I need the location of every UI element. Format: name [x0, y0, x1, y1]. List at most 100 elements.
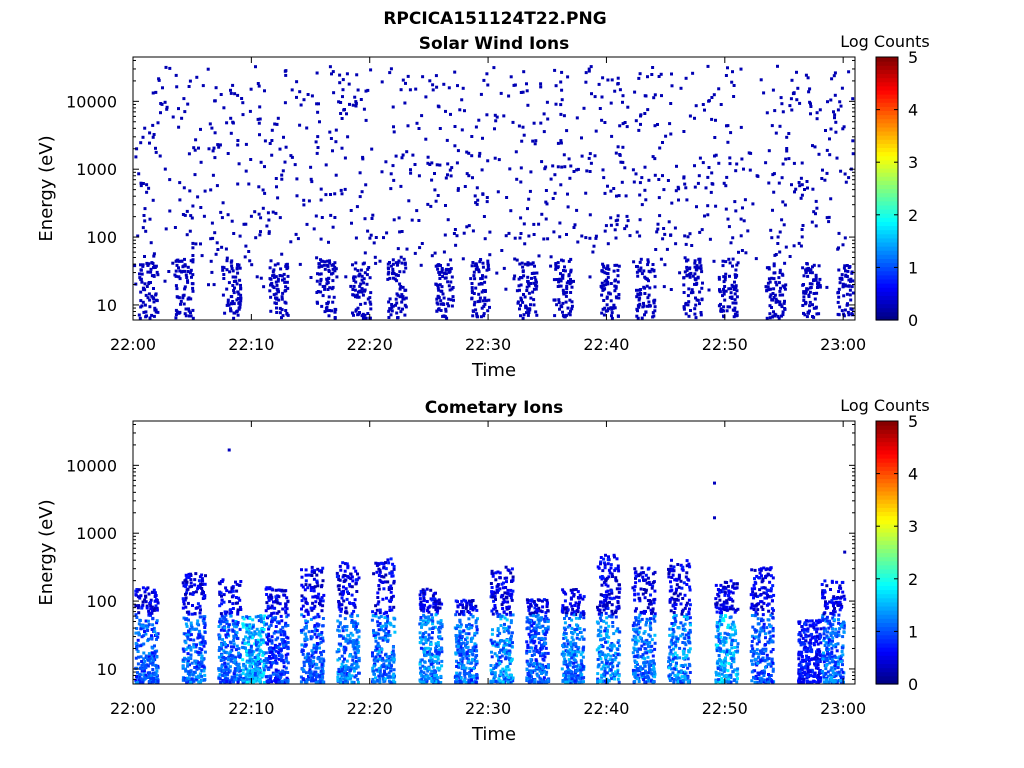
burst-cell: [281, 314, 285, 318]
heatmap-cell: [519, 232, 523, 235]
heatmap-cell: [728, 156, 732, 160]
heatmap-cell: [726, 140, 730, 144]
burst-cell: [141, 300, 145, 304]
burst-cell: [187, 307, 190, 311]
heatmap-cell: [295, 194, 299, 198]
burst-cell: [362, 261, 366, 265]
burst-cell: [374, 614, 378, 618]
heatmap-cell: [639, 114, 642, 118]
burst-cell: [331, 263, 335, 267]
heatmap-cell: [281, 169, 285, 173]
heatmap-cell: [785, 149, 789, 153]
heatmap-cell: [509, 209, 513, 213]
heatmap-cell: [847, 176, 851, 180]
burst-cell: [340, 672, 344, 676]
heatmap-cell: [606, 78, 610, 82]
burst-cell: [699, 267, 703, 271]
heatmap-cell: [563, 165, 567, 169]
burst-cell: [267, 627, 271, 631]
burst-cell: [146, 629, 150, 632]
burst-cell: [203, 650, 207, 654]
burst-cell: [422, 597, 426, 600]
burst-cell: [200, 587, 204, 590]
burst-cell: [812, 263, 816, 267]
burst-cell: [339, 680, 343, 684]
heatmap-cell: [559, 183, 563, 187]
heatmap-cell: [767, 181, 771, 185]
burst-cell: [184, 657, 188, 661]
burst-cell: [806, 268, 810, 272]
heatmap-cell: [145, 261, 149, 265]
colorbar-segment: [876, 250, 898, 255]
heatmap-cell: [669, 233, 673, 237]
burst-cell: [237, 647, 241, 651]
heatmap-cell: [370, 147, 374, 151]
heatmap-cell: [797, 241, 801, 245]
burst-cell: [226, 630, 230, 634]
burst-cell: [196, 619, 200, 623]
burst-cell: [458, 671, 462, 675]
burst-cell: [313, 569, 317, 573]
burst-cell: [304, 656, 308, 660]
burst-cell: [363, 301, 367, 305]
heatmap-cell: [213, 131, 217, 135]
heatmap-cell: [576, 167, 580, 171]
burst-cell: [352, 279, 356, 282]
heatmap-cell: [366, 88, 370, 92]
burst-cell: [261, 617, 265, 621]
heatmap-cell: [529, 170, 533, 174]
burst-cell: [275, 675, 279, 679]
burst-cell: [464, 606, 468, 610]
colorbar-segment: [876, 135, 898, 140]
heatmap-cell: [551, 164, 555, 168]
heatmap-cell: [411, 153, 415, 157]
burst-cell: [222, 643, 226, 647]
burst-cell: [197, 680, 201, 684]
heatmap-cell: [693, 116, 696, 120]
heatmap-cell: [660, 94, 663, 98]
heatmap-cell: [461, 257, 465, 261]
heatmap-cell: [559, 139, 563, 143]
burst-cell: [808, 290, 812, 294]
burst-cell: [392, 616, 396, 620]
burst-cell: [439, 302, 443, 306]
burst-cell: [137, 622, 141, 626]
burst-cell: [224, 633, 228, 637]
burst-cell: [281, 607, 285, 611]
burst-cell: [140, 669, 144, 673]
heatmap-cell: [523, 242, 527, 246]
burst-cell: [338, 564, 342, 568]
burst-cell: [300, 648, 304, 652]
heatmap-cell: [220, 216, 224, 220]
burst-cell: [342, 669, 346, 673]
burst-cell: [388, 571, 392, 575]
heatmap-cell: [693, 185, 697, 189]
heatmap-cell: [213, 99, 217, 103]
burst-cell: [351, 655, 355, 659]
burst-cell: [349, 577, 353, 581]
burst-cell: [317, 623, 321, 627]
heatmap-cell: [342, 108, 346, 112]
burst-cell: [616, 274, 620, 278]
burst-cell: [376, 679, 380, 683]
burst-cell: [602, 299, 606, 302]
heatmap-cell: [283, 160, 287, 164]
heatmap-cell: [621, 160, 625, 164]
burst-cell: [192, 591, 196, 595]
heatmap-cell: [688, 232, 692, 236]
heatmap-cell: [614, 236, 618, 240]
burst-cell: [135, 589, 139, 593]
burst-cell: [220, 665, 224, 669]
burst-cell: [279, 267, 283, 271]
burst-cell: [371, 666, 375, 670]
heatmap-cell: [657, 196, 661, 200]
burst-cell: [230, 678, 234, 682]
heatmap-cell: [191, 241, 195, 245]
burst-cell: [139, 627, 143, 631]
heatmap-cell: [842, 125, 846, 129]
burst-cell: [249, 631, 253, 635]
heatmap-cell: [187, 85, 191, 88]
heatmap-cell: [188, 229, 192, 233]
heatmap-cell: [426, 155, 430, 159]
burst-cell: [321, 657, 325, 661]
